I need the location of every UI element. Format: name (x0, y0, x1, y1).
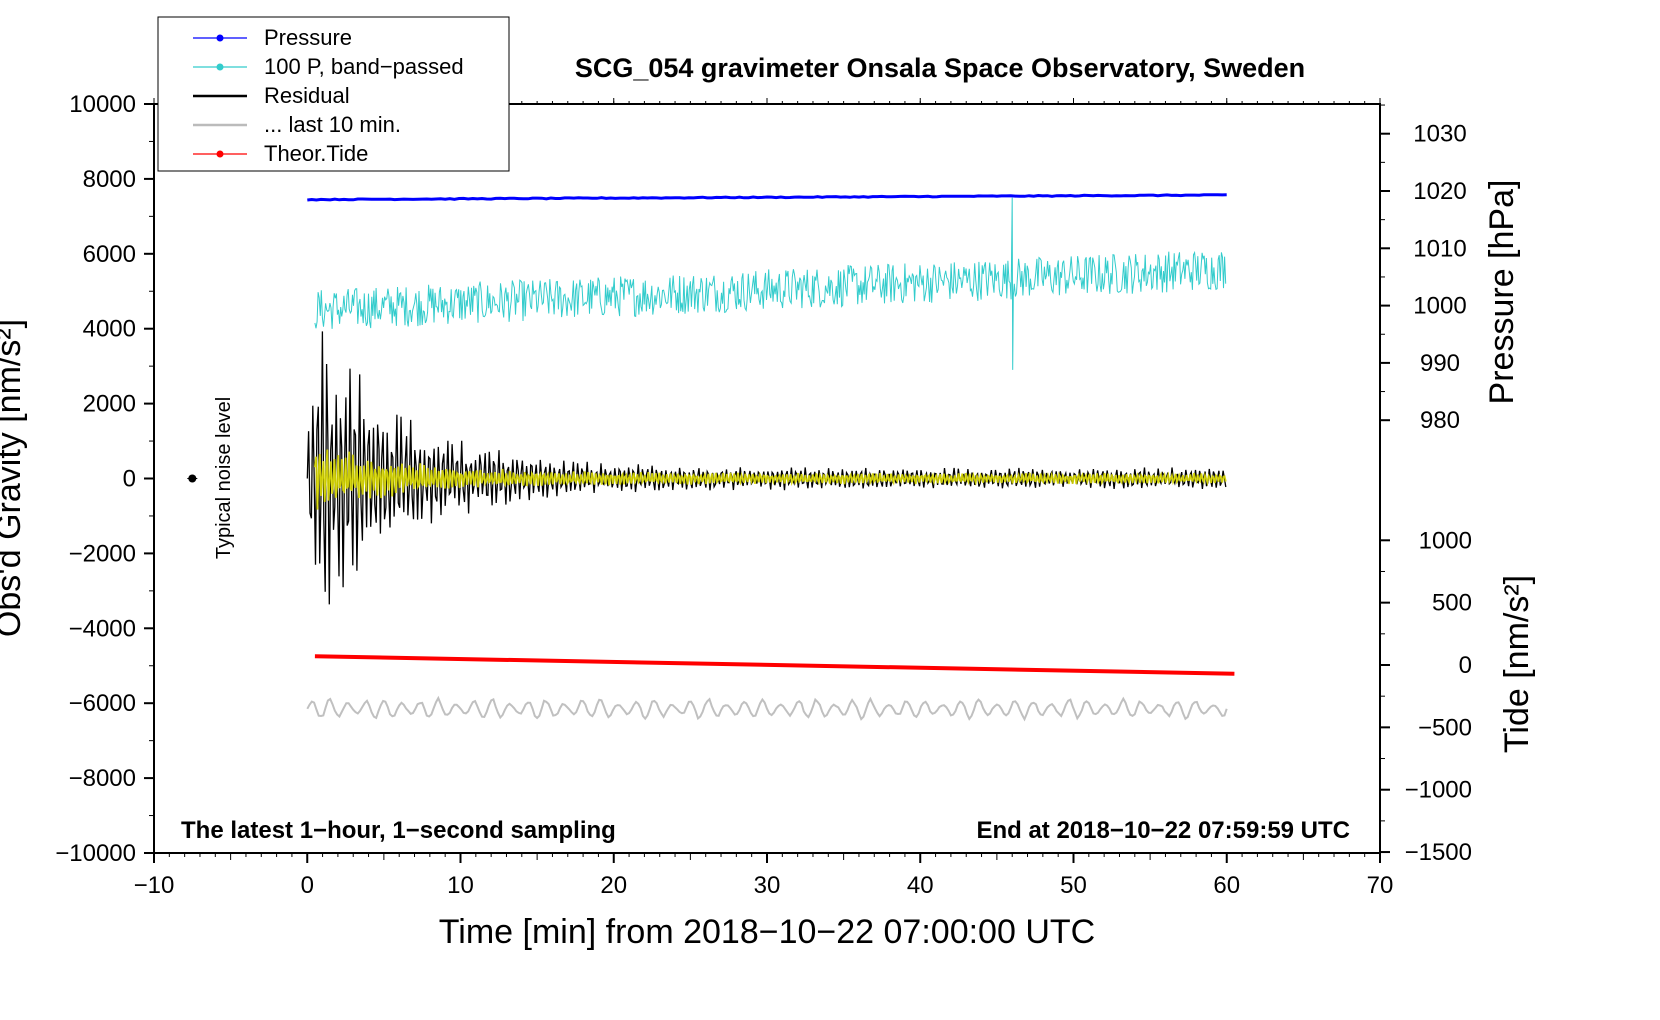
x-tick-label: 70 (1367, 872, 1394, 899)
series-last-10-min (306, 695, 1228, 722)
x-axis-title: Time [min] from 2018−10−22 07:00:00 UTC (439, 913, 1095, 951)
series-residual (306, 331, 1227, 605)
legend-marker-0 (216, 34, 224, 42)
legend-label-bandpassed: 100 P, band−passed (264, 54, 464, 79)
pressure-tick-label: 1030 (1413, 121, 1466, 148)
y-tick-label: −6000 (69, 690, 136, 717)
y-tick-label: 8000 (83, 166, 136, 193)
y-axis-title-pressure: Pressure [hPa] (1483, 180, 1521, 405)
ticks-layer: −10 0 10 20 30 40 50 60 701000080006000400020000… (55, 91, 1472, 899)
x-tick-label: 50 (1060, 872, 1087, 899)
tide-tick-label: −500 (1418, 714, 1472, 741)
x-tick-label: 10 (447, 872, 474, 899)
x-tick-label: 60 (1213, 872, 1240, 899)
y-tick-label: 6000 (83, 241, 136, 268)
series-residual-band (314, 449, 1227, 510)
y-axis-title-left: Obs'd Gravity [nm/s²] (0, 319, 28, 637)
y-tick-label: −2000 (69, 540, 136, 567)
legend-label-residual: Residual (264, 83, 350, 108)
tide-tick-label: 0 (1459, 652, 1472, 679)
x-tick-label: 20 (600, 872, 627, 899)
x-tick-label: 30 (754, 872, 781, 899)
x-tick-label: 0 (301, 872, 314, 899)
note-sampling: The latest 1−hour, 1−second sampling (181, 817, 616, 844)
series-pressure-bandpassed (314, 197, 1227, 370)
tide-tick-label: 1000 (1419, 527, 1472, 554)
legend-box (157, 16, 510, 172)
pressure-tick-label: 1010 (1413, 235, 1466, 262)
y-tick-label: 4000 (83, 316, 136, 343)
y-tick-label: −8000 (69, 765, 136, 792)
pressure-tick-label: 980 (1420, 407, 1460, 434)
tide-tick-label: −1000 (1405, 777, 1472, 804)
legend-items (193, 34, 247, 158)
legend-marker-4 (216, 150, 224, 158)
y-axis-title-tide: Tide [nm/s²] (1498, 575, 1536, 753)
y-tick-label: 10000 (69, 91, 136, 118)
legend-marker-1 (216, 63, 224, 71)
legend-label-tide: Theor.Tide (264, 141, 368, 166)
y-tick-label: −4000 (69, 615, 136, 642)
x-tick-label: −10 (134, 872, 175, 899)
tide-tick-label: −1500 (1405, 839, 1472, 866)
legend: Pressure 100 P, band−passed Residual ...… (157, 16, 510, 172)
pressure-tick-label: 990 (1420, 350, 1460, 377)
y-tick-label: −10000 (55, 840, 136, 867)
noise-level-marker (187, 474, 198, 483)
tide-tick-label: 500 (1432, 590, 1472, 617)
series-layer (306, 193, 1235, 722)
chart-title: SCG_054 gravimeter Onsala Space Observat… (575, 53, 1305, 83)
pressure-tick-label: 1020 (1413, 178, 1466, 205)
legend-label-pressure: Pressure (264, 25, 352, 50)
noise-level-label: Typical noise level (213, 397, 235, 559)
legend-label-last10: ... last 10 min. (264, 112, 401, 137)
y-tick-label: 0 (123, 466, 136, 493)
pressure-tick-label: 1000 (1413, 293, 1466, 320)
series-theor-tide (314, 654, 1235, 676)
y-tick-label: 2000 (83, 391, 136, 418)
x-tick-label: 40 (907, 872, 934, 899)
noise-level-dot (188, 474, 197, 483)
note-end-time: End at 2018−10−22 07:59:59 UTC (976, 817, 1350, 844)
series-pressure (307, 193, 1227, 202)
